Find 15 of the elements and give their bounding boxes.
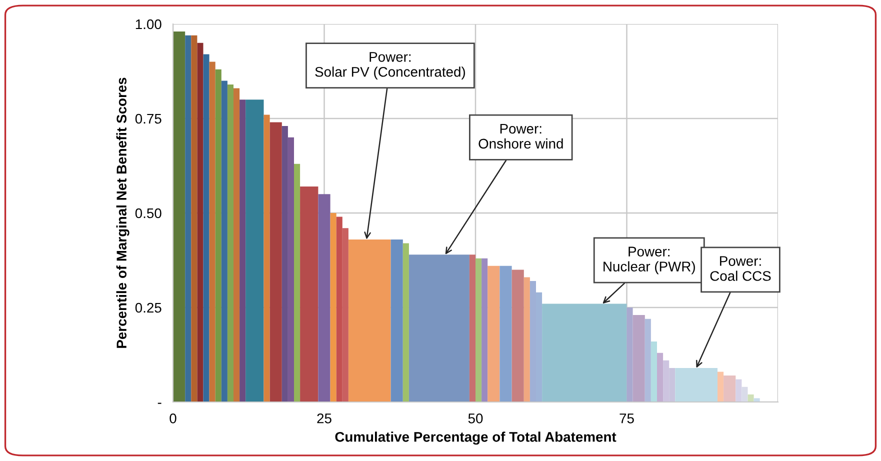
y-axis-title: Percentile of Marginal Net Benefit Scores [116,78,130,348]
x-tick-label: 50 [468,413,483,424]
y-tick-label: 1.00 [136,19,162,30]
y-tick-label: - [158,402,162,404]
y-tick-label: 0.50 [135,208,162,218]
annotation: Power: Onshore wind [478,124,563,149]
annotation: Power: Nuclear (PWR) [604,246,695,274]
annotation: Power: Coal CCS [710,256,771,281]
annotation: Power: Solar PV (Concentrated) [315,52,465,80]
x-tick-label: 25 [317,413,332,424]
y-tick-label: 0.75 [135,114,162,124]
x-tick-label: 0 [170,413,176,424]
y-tick-label: 0.25 [135,302,162,313]
x-axis-title: Cumulative Percentage of Total Abatement [335,432,616,445]
x-tick-label: 75 [620,414,634,424]
